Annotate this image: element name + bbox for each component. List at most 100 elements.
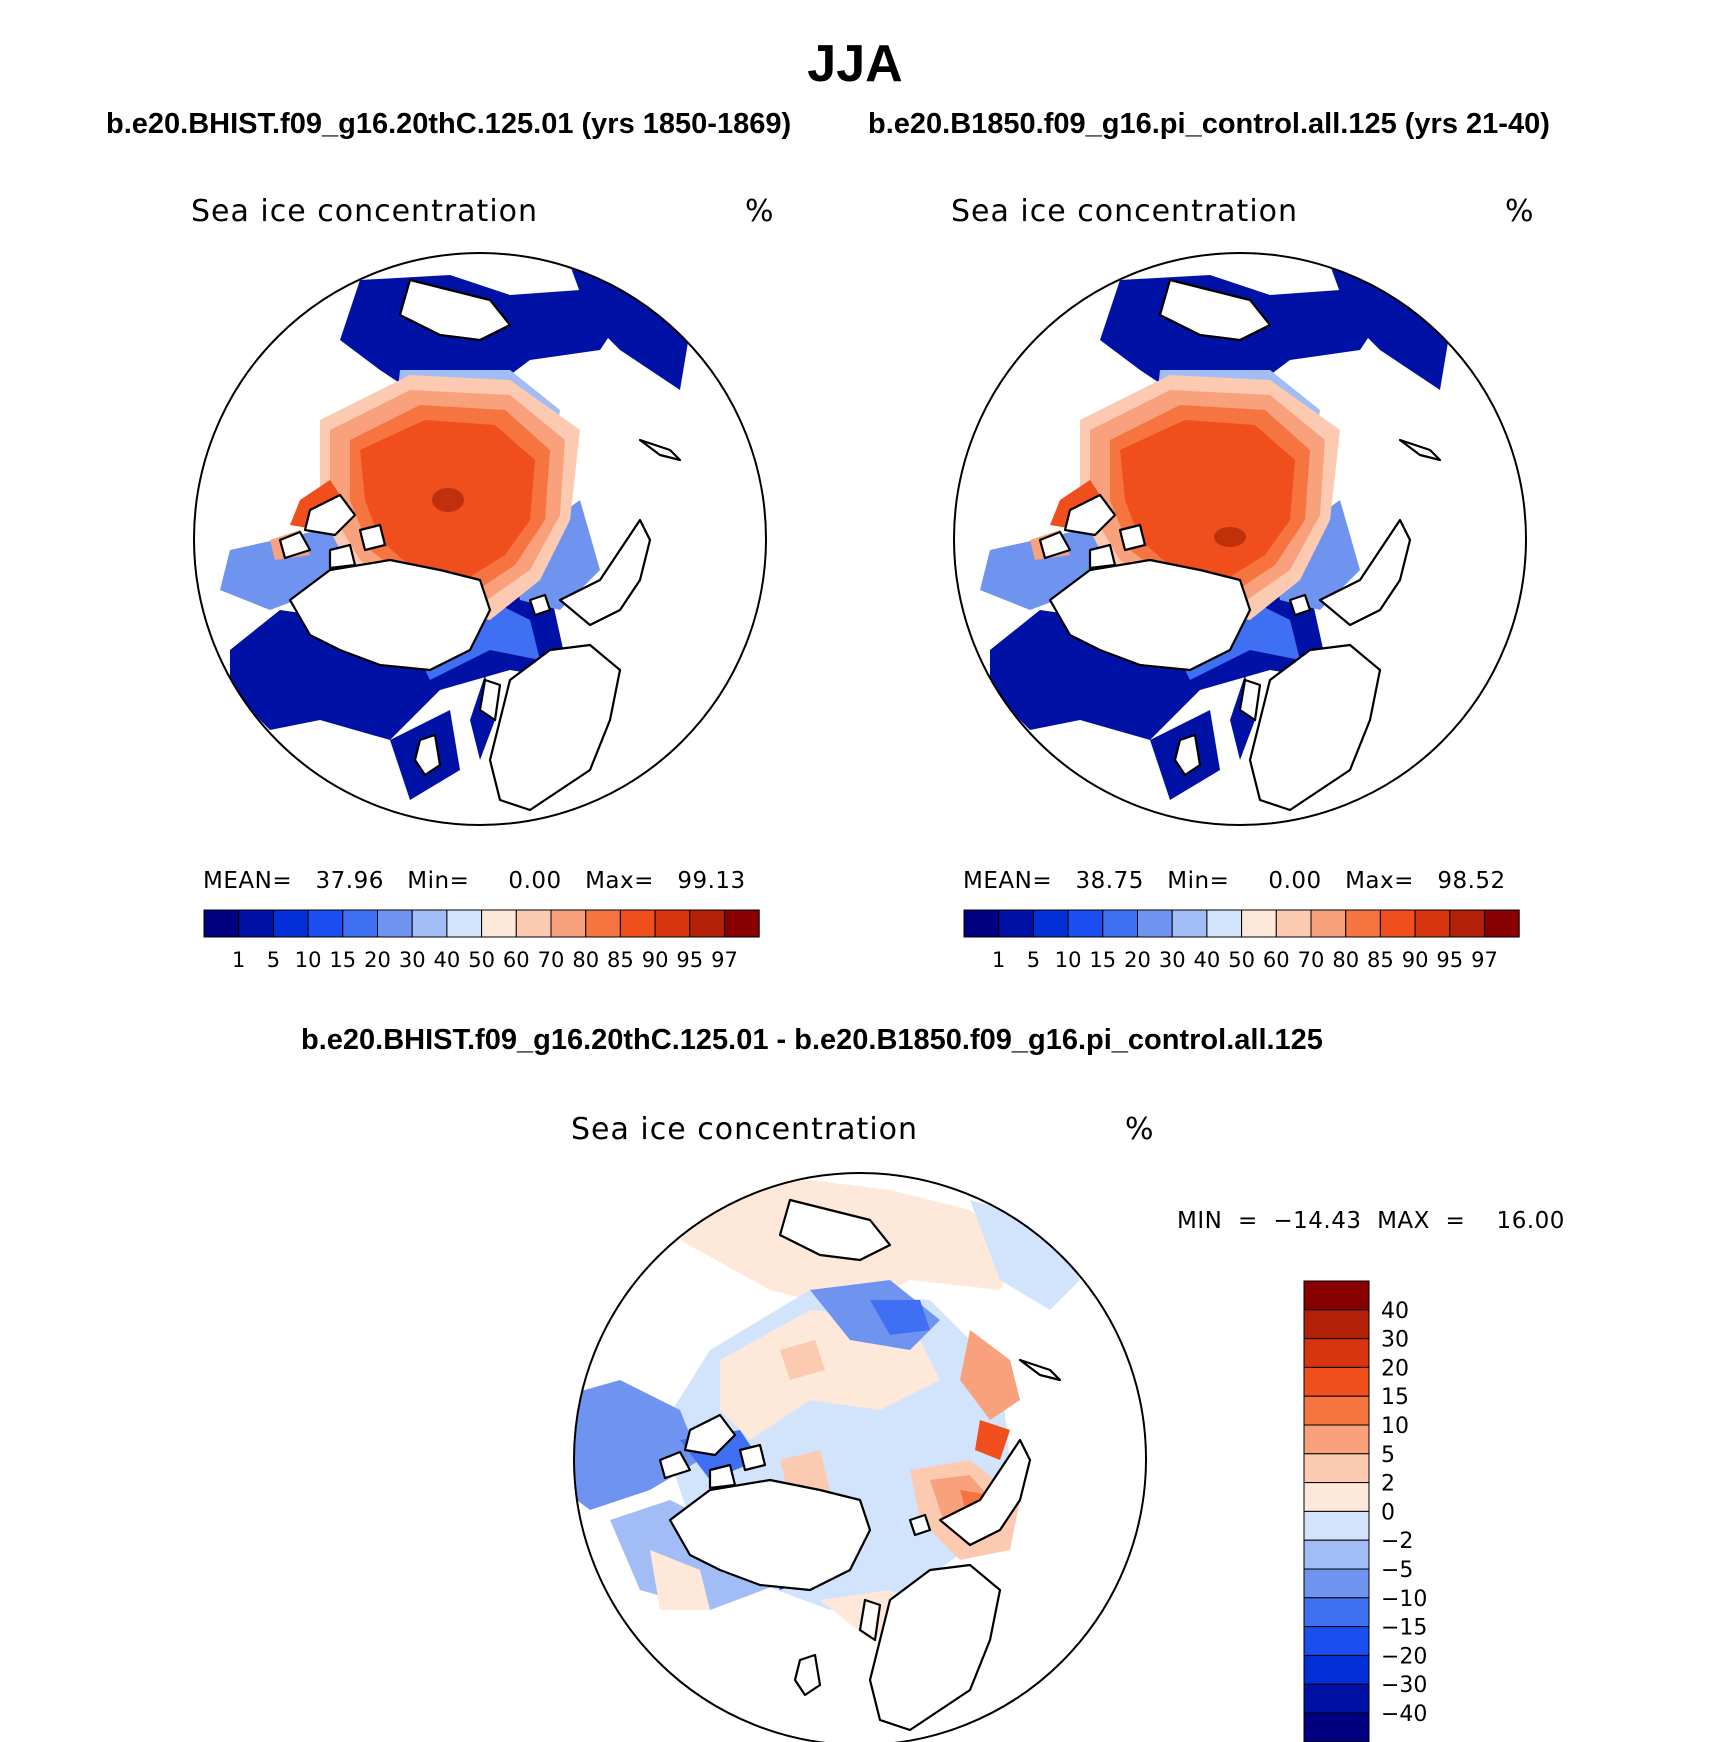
diff-stats: MIN = −14.43 MAX = 16.00	[1177, 1208, 1565, 1234]
colorbar-tick-label: 40	[1194, 948, 1221, 972]
colorbar-swatch	[446, 909, 483, 938]
colorbar-tick-label: −20	[1381, 1644, 1427, 1669]
colorbar-tick-label: −10	[1381, 1587, 1427, 1612]
colorbar-tick-label: 80	[572, 948, 599, 972]
colorbar-swatch	[1303, 1597, 1370, 1628]
colorbar-swatch	[1032, 909, 1069, 938]
colorbar-swatch	[1171, 909, 1208, 938]
colorbar-tick-label: 70	[538, 948, 565, 972]
colorbar-tick-label: 50	[468, 948, 495, 972]
right-units-label: %	[1505, 194, 1535, 229]
colorbar-swatch	[550, 909, 587, 938]
colorbar-swatch	[1067, 909, 1104, 938]
colorbar-swatch	[1206, 909, 1243, 938]
colorbar-swatch	[1345, 909, 1381, 938]
colorbar-tick-label: 20	[1124, 948, 1151, 972]
colorbar-swatch	[1137, 909, 1173, 938]
colorbar-swatch	[481, 909, 517, 938]
colorbar-tick-label: 95	[676, 948, 703, 972]
colorbar-swatch	[724, 909, 760, 938]
colorbar-tick-label: −15	[1381, 1616, 1427, 1641]
right-case-title: b.e20.B1850.f09_g16.pi_control.all.125 (…	[868, 108, 1550, 140]
colorbar-tick-label: 5	[1027, 948, 1040, 972]
colorbar-swatch	[1303, 1683, 1370, 1714]
colorbar-swatch	[307, 909, 344, 938]
colorbar-tick-label: 10	[1381, 1414, 1409, 1439]
left-colorbar: 1 5 10 15 20 30 40 50 60 70 80 85 90 95 97	[203, 909, 760, 972]
colorbar-swatch	[1303, 1712, 1370, 1742]
colorbar-tick-label: 30	[1381, 1328, 1409, 1353]
colorbar-tick-label: 90	[1402, 948, 1429, 972]
colorbar-swatch	[1241, 909, 1277, 938]
colorbar-swatch	[585, 909, 621, 938]
colorbar-swatch	[1303, 1482, 1370, 1512]
colorbar-swatch	[342, 909, 378, 938]
colorbar-tick-label: 30	[1159, 948, 1186, 972]
right-colorbar: 1 5 10 15 20 30 40 50 60 70 80 85 90 95 97	[963, 909, 1520, 972]
colorbar-tick-label: −40	[1381, 1702, 1427, 1727]
colorbar-tick-label: 60	[1263, 948, 1290, 972]
colorbar-tick-label: 60	[503, 948, 530, 972]
colorbar-swatch	[1449, 909, 1486, 938]
colorbar-tick-label: 70	[1298, 948, 1325, 972]
colorbar-swatch	[1303, 1568, 1370, 1599]
colorbar-swatch	[1303, 1280, 1370, 1311]
colorbar-swatch	[1303, 1338, 1370, 1368]
colorbar-swatch	[1484, 909, 1520, 938]
colorbar-tick-label: 20	[364, 948, 391, 972]
colorbar-tick-label: 20	[1381, 1356, 1409, 1381]
colorbar-swatch	[203, 909, 240, 938]
colorbar-tick-label: 1	[992, 948, 1005, 972]
colorbar-tick-label: 97	[711, 948, 738, 972]
colorbar-swatch	[689, 909, 725, 938]
diff-units-label: %	[1125, 1112, 1155, 1147]
colorbar-swatch	[1303, 1453, 1370, 1484]
colorbar-tick-label: 15	[329, 948, 356, 972]
colorbar-swatch	[1303, 1654, 1370, 1685]
colorbar-tick-label: −30	[1381, 1673, 1427, 1698]
colorbar-tick-label: 80	[1332, 948, 1359, 972]
colorbar-tick-label: 40	[1381, 1299, 1409, 1324]
colorbar-swatch	[1303, 1395, 1370, 1426]
colorbar-tick-label: 2	[1381, 1472, 1395, 1497]
right-concentration-map	[953, 252, 1527, 826]
colorbar-tick-label: 95	[1436, 948, 1463, 972]
right-variable-label: Sea ice concentration	[951, 194, 1299, 229]
colorbar-tick-label: 5	[1381, 1443, 1395, 1468]
colorbar-tick-label: 10	[1055, 948, 1082, 972]
left-stats: MEAN= 37.96 Min= 0.00 Max= 99.13	[203, 868, 746, 894]
colorbar-swatch	[377, 909, 413, 938]
figure-title: JJA	[807, 35, 903, 93]
colorbar-swatch	[1303, 1510, 1370, 1541]
colorbar-tick-label: 5	[267, 948, 280, 972]
colorbar-swatch	[1303, 1539, 1370, 1570]
colorbar-swatch	[1303, 1309, 1370, 1340]
left-concentration-map	[193, 252, 767, 826]
colorbar-tick-label: 85	[607, 948, 634, 972]
colorbar-swatch	[1303, 1424, 1370, 1455]
colorbar-tick-label: −2	[1381, 1529, 1413, 1554]
colorbar-tick-label: 85	[1367, 948, 1394, 972]
colorbar-swatch	[411, 909, 448, 938]
left-case-title: b.e20.BHIST.f09_g16.20thC.125.01 (yrs 18…	[106, 108, 792, 140]
diff-variable-label: Sea ice concentration	[571, 1112, 919, 1147]
left-variable-label: Sea ice concentration	[191, 194, 539, 229]
colorbar-tick-label: −5	[1381, 1558, 1413, 1583]
colorbar-swatch	[1379, 909, 1416, 938]
colorbar-swatch	[515, 909, 552, 938]
colorbar-tick-label: 0	[1381, 1500, 1395, 1525]
colorbar-tick-label: 15	[1089, 948, 1116, 972]
colorbar-tick-label: 1	[232, 948, 245, 972]
colorbar-tick-label: 10	[295, 948, 322, 972]
colorbar-swatch	[238, 909, 274, 938]
colorbar-tick-label: 97	[1471, 948, 1498, 972]
colorbar-swatch	[619, 909, 656, 938]
left-units-label: %	[745, 194, 775, 229]
colorbar-swatch	[1275, 909, 1312, 938]
colorbar-tick-label: 40	[434, 948, 461, 972]
difference-title: b.e20.BHIST.f09_g16.20thC.125.01 - b.e20…	[301, 1024, 1323, 1056]
colorbar-swatch	[1303, 1626, 1370, 1656]
colorbar-swatch	[963, 909, 1000, 938]
